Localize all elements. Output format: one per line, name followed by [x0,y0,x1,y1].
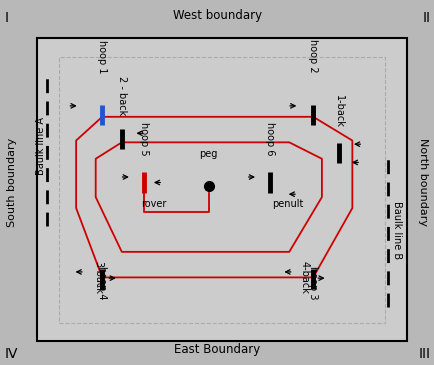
Text: hoop 1: hoop 1 [97,39,107,73]
Bar [37,38,406,341]
Text: III: III [418,347,430,361]
Text: hoop 3: hoop 3 [308,266,317,300]
Bar [59,57,384,323]
Text: II: II [422,11,430,25]
Text: hoop 4: hoop 4 [97,266,107,300]
Text: North boundary: North boundary [418,138,427,227]
Text: 4-back: 4-back [299,261,309,294]
Text: Baulk line A: Baulk line A [36,117,46,175]
Text: East Boundary: East Boundary [174,343,260,356]
Text: 2 - back: 2 - back [117,76,126,115]
Text: 3-back: 3-back [93,261,102,294]
Text: rover: rover [141,199,166,209]
Text: hoop 6: hoop 6 [264,122,274,155]
Text: South boundary: South boundary [7,138,16,227]
Text: hoop 2: hoop 2 [308,39,317,73]
Text: IV: IV [4,347,18,361]
Text: West boundary: West boundary [173,9,261,22]
Text: 1-back: 1-back [334,95,343,128]
Text: Baulk line B: Baulk line B [391,201,401,259]
Text: peg: peg [199,149,217,159]
Text: hoop 5: hoop 5 [138,122,148,155]
Text: penult: penult [271,199,302,209]
Text: I: I [4,11,8,25]
